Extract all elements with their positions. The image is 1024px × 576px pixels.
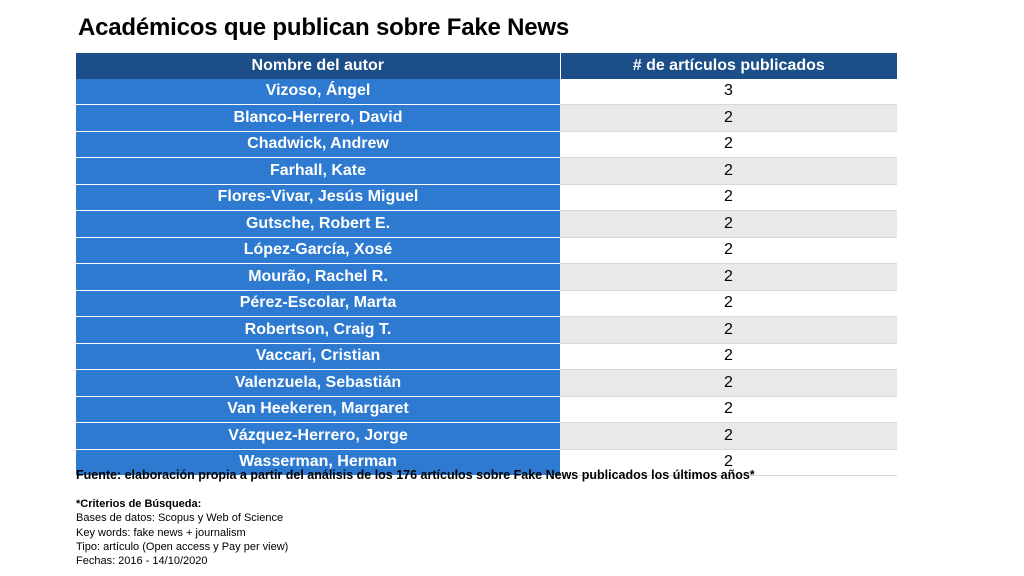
table-row: Chadwick, Andrew 2	[76, 131, 897, 158]
author-name-cell: Blanco-Herrero, David	[76, 104, 560, 132]
table-header: Nombre del autor # de artículos publicad…	[76, 53, 897, 79]
author-name-cell: Vaccari, Cristian	[76, 343, 560, 370]
table-row: Pérez-Escolar, Marta 2	[76, 290, 897, 317]
criteria-title: *Criterios de Búsqueda:	[76, 498, 202, 510]
table-row: Robertson, Craig T. 2	[76, 316, 897, 344]
criteria-line: Fechas: 2016 - 14/10/2020	[76, 555, 208, 568]
article-count-cell: 2	[560, 237, 897, 264]
article-count-cell: 2	[560, 157, 897, 185]
author-name-cell: Gutsche, Robert E.	[76, 210, 560, 238]
article-count-cell: 2	[560, 210, 897, 238]
author-name-cell: Wasserman, Herman	[76, 449, 560, 476]
column-header-count: # de artículos publicados	[560, 53, 897, 79]
author-name-cell: Vizoso, Ángel	[76, 78, 560, 105]
criteria-line: Tipo: artículo (Open access y Pay per vi…	[76, 540, 289, 553]
table-row: Van Heekeren, Margaret 2	[76, 396, 897, 423]
article-count-cell: 2	[560, 263, 897, 291]
article-count-cell: 2	[560, 449, 897, 476]
search-criteria: *Criterios de Búsqueda: Bases de datos: …	[76, 497, 288, 568]
article-count-cell: 2	[560, 369, 897, 397]
column-header-author: Nombre del autor	[76, 53, 561, 79]
author-name-cell: Pérez-Escolar, Marta	[76, 290, 560, 317]
table-row: Farhall, Kate 2	[76, 157, 897, 185]
author-name-cell: Robertson, Craig T.	[76, 316, 560, 344]
chart-title: Académicos que publican sobre Fake News	[78, 14, 570, 41]
author-name-cell: Mourão, Rachel R.	[76, 263, 560, 291]
author-name-cell: Flores-Vivar, Jesús Miguel	[76, 184, 560, 211]
criteria-line: Key words: fake news + journalism	[76, 526, 246, 539]
author-name-cell: Valenzuela, Sebastián	[76, 369, 560, 397]
author-name-cell: Farhall, Kate	[76, 157, 560, 185]
table-row: Gutsche, Robert E. 2	[76, 210, 897, 238]
table-row: Blanco-Herrero, David 2	[76, 104, 897, 132]
table-row: Flores-Vivar, Jesús Miguel 2	[76, 184, 897, 211]
table-row: Vizoso, Ángel 3	[76, 78, 897, 105]
author-name-cell: Van Heekeren, Margaret	[76, 396, 560, 423]
source-note: Fuente: elaboración propia a partir del …	[76, 468, 755, 482]
table-row: Vázquez-Herrero, Jorge 2	[76, 422, 897, 450]
author-name-cell: Chadwick, Andrew	[76, 131, 560, 158]
author-name-cell: Vázquez-Herrero, Jorge	[76, 422, 560, 450]
article-count-cell: 2	[560, 343, 897, 370]
table-row: Mourão, Rachel R. 2	[76, 263, 897, 291]
article-count-cell: 2	[560, 104, 897, 132]
table-row: Valenzuela, Sebastián 2	[76, 369, 897, 397]
header-row: Nombre del autor # de artículos publicad…	[76, 53, 897, 79]
criteria-line: Bases de datos: Scopus y Web of Science	[76, 512, 284, 525]
article-count-cell: 2	[560, 422, 897, 450]
article-count-cell: 2	[560, 290, 897, 317]
table-row: López-García, Xosé 2	[76, 237, 897, 264]
author-name-cell: López-García, Xosé	[76, 237, 560, 264]
table-row: Vaccari, Cristian 2	[76, 343, 897, 370]
article-count-cell: 2	[560, 396, 897, 423]
article-count-cell: 2	[560, 184, 897, 211]
article-count-cell: 3	[560, 78, 897, 105]
table-row: Wasserman, Herman 2	[76, 449, 897, 476]
article-count-cell: 2	[560, 131, 897, 158]
article-count-cell: 2	[560, 316, 897, 344]
authors-table: Nombre del autor # de artículos publicad…	[76, 53, 897, 476]
table-body: Vizoso, Ángel 3 Blanco-Herrero, David 2 Chad…	[76, 78, 897, 476]
